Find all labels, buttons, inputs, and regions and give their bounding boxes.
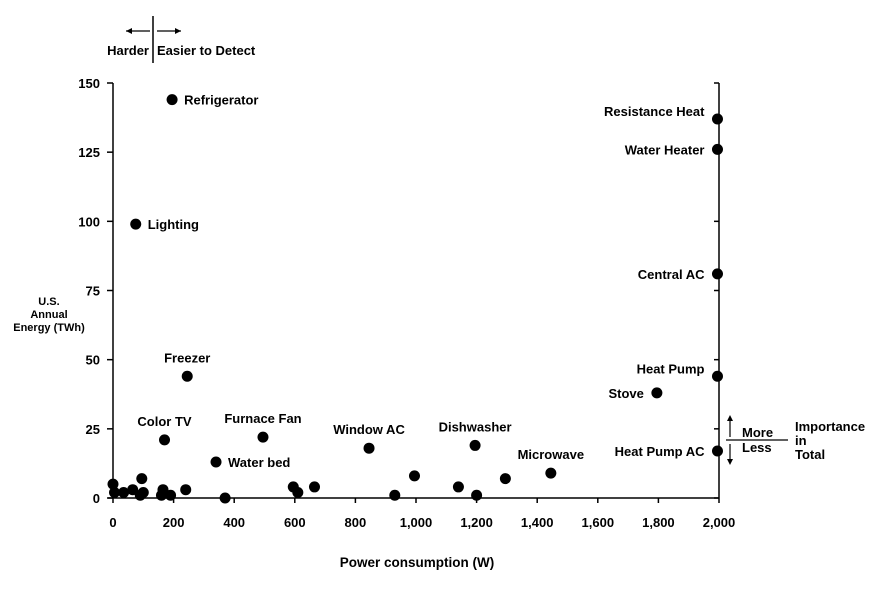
detect-annotation: Harder Easier to Detect xyxy=(107,16,256,63)
data-point xyxy=(165,489,177,501)
x-tick-label: 1,200 xyxy=(460,515,493,530)
data-point-freezer xyxy=(181,370,193,382)
x-tick-label: 0 xyxy=(109,515,116,530)
data-point xyxy=(137,486,149,498)
point-label: Window AC xyxy=(333,422,405,437)
importance-title-line-3: Total xyxy=(795,447,825,462)
point-label: Water bed xyxy=(228,455,290,470)
point-label: Resistance Heat xyxy=(604,104,705,119)
data-point-heat-pump-ac xyxy=(711,445,723,457)
point-label: Color TV xyxy=(137,414,191,429)
data-point xyxy=(471,489,483,501)
y-tick-label: 0 xyxy=(93,491,100,506)
x-tick-label: 1,400 xyxy=(521,515,554,530)
point-label: Freezer xyxy=(164,350,210,365)
easier-label: Easier to Detect xyxy=(157,43,256,58)
data-points xyxy=(107,94,723,504)
point-label: Microwave xyxy=(518,447,584,462)
data-point-refrigerator xyxy=(166,94,178,106)
x-tick-label: 1,600 xyxy=(582,515,615,530)
x-tick-label: 800 xyxy=(345,515,367,530)
data-point xyxy=(180,484,192,496)
data-point xyxy=(292,486,304,498)
x-tick-label: 2,000 xyxy=(703,515,736,530)
data-point xyxy=(308,481,320,493)
y-tick-label: 100 xyxy=(78,214,100,229)
more-label: More xyxy=(742,425,773,440)
data-point-lighting xyxy=(130,218,142,230)
data-point xyxy=(136,473,148,485)
easier-arrowhead xyxy=(175,28,181,34)
point-label: Stove xyxy=(608,386,643,401)
point-label: Central AC xyxy=(638,267,705,282)
point-label: Lighting xyxy=(148,217,199,232)
less-label: Less xyxy=(742,440,772,455)
y-axis-label-line-3: Energy (TWh) xyxy=(13,322,85,334)
importance-down-arrowhead xyxy=(727,459,733,465)
y-axis-label-line-2: Annual xyxy=(30,309,67,321)
data-point xyxy=(499,473,511,485)
data-point xyxy=(109,486,121,498)
data-point xyxy=(408,470,420,482)
data-point xyxy=(219,492,231,504)
data-point xyxy=(107,478,119,490)
y-tick-label: 50 xyxy=(86,353,100,368)
data-point-water-bed xyxy=(210,456,222,468)
importance-title-line-2: in xyxy=(795,433,807,448)
point-label: Heat Pump AC xyxy=(615,444,705,459)
data-point-stove xyxy=(651,387,663,399)
x-tick-label: 600 xyxy=(284,515,306,530)
harder-label: Harder xyxy=(107,43,149,58)
y-tick-label: 150 xyxy=(78,76,100,91)
data-point xyxy=(452,481,464,493)
y-tick-label: 75 xyxy=(86,284,100,299)
data-point-window-ac xyxy=(363,442,375,454)
y-tick-label: 125 xyxy=(78,145,100,160)
y-axis-ticks: 0 25 50 75 100 125 150 xyxy=(78,76,719,506)
harder-arrowhead xyxy=(126,28,132,34)
data-point xyxy=(157,484,169,496)
data-point xyxy=(118,486,130,498)
data-point-dishwasher xyxy=(469,439,481,451)
data-point-color-tv xyxy=(159,434,171,446)
data-point-heat-pump xyxy=(711,370,723,382)
point-label: Water Heater xyxy=(625,142,705,157)
x-tick-label: 400 xyxy=(223,515,245,530)
data-point-furnace-fan xyxy=(257,431,269,443)
x-axis-label: Power consumption (W) xyxy=(340,555,495,570)
point-label: Refrigerator xyxy=(184,93,258,108)
x-tick-label: 1,800 xyxy=(642,515,675,530)
data-point-water-heater xyxy=(711,143,723,155)
data-point-labels: Refrigerator Lighting Freezer Color TV Furna… xyxy=(137,93,705,470)
data-point xyxy=(389,489,401,501)
point-label: Heat Pump xyxy=(637,361,705,376)
x-axis-ticks: 0 200 400 600 800 1,000 1,200 1,400 1,600 1,800 2,… xyxy=(109,498,735,530)
y-axis-label-line-1: U.S. xyxy=(38,296,59,308)
importance-title-line-1: Importance xyxy=(795,419,865,434)
point-label: Furnace Fan xyxy=(224,411,301,426)
importance-up-arrowhead xyxy=(727,415,733,421)
x-tick-label: 1,000 xyxy=(400,515,433,530)
x-tick-label: 200 xyxy=(163,515,185,530)
point-label: Dishwasher xyxy=(439,419,512,434)
data-point-resistance-heat xyxy=(711,113,723,125)
data-point xyxy=(127,484,139,496)
importance-annotation: More Less Importance in Total xyxy=(726,415,865,465)
data-point-central-ac xyxy=(711,268,723,280)
data-point-microwave xyxy=(545,467,557,479)
y-tick-label: 25 xyxy=(86,422,100,437)
